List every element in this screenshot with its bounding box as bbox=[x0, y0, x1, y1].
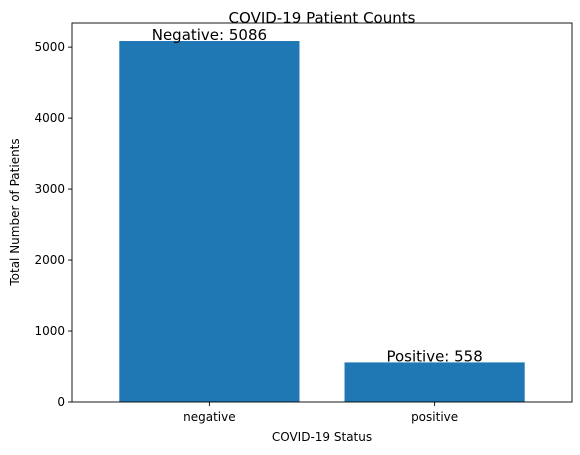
x-tick-label-positive: positive bbox=[411, 410, 458, 424]
y-tick-label-4000: 4000 bbox=[34, 111, 65, 125]
y-tick-label-5000: 5000 bbox=[34, 40, 65, 54]
y-tick-label-1000: 1000 bbox=[34, 324, 65, 338]
data-label-positive: Positive: 558 bbox=[386, 347, 482, 365]
y-axis-label: Total Number of Patients bbox=[8, 138, 22, 286]
y-tick-label-2000: 2000 bbox=[34, 253, 65, 267]
bar-negative bbox=[119, 41, 300, 402]
chart-title: COVID-19 Patient Counts bbox=[229, 9, 416, 27]
plot-frame bbox=[71, 22, 573, 403]
y-tick-label-0: 0 bbox=[57, 395, 65, 409]
bar-positive bbox=[344, 362, 525, 402]
bars-group bbox=[119, 41, 525, 402]
x-axis-ticks: negative positive bbox=[183, 402, 458, 424]
data-label-negative: Negative: 5086 bbox=[152, 26, 267, 44]
data-labels-group: Negative: 5086 Positive: 558 bbox=[152, 26, 483, 365]
y-tick-label-3000: 3000 bbox=[34, 182, 65, 196]
x-tick-label-negative: negative bbox=[183, 410, 235, 424]
y-axis-ticks: 0 1000 2000 3000 4000 5000 bbox=[34, 40, 72, 409]
x-axis-label: COVID-19 Status bbox=[272, 430, 372, 444]
